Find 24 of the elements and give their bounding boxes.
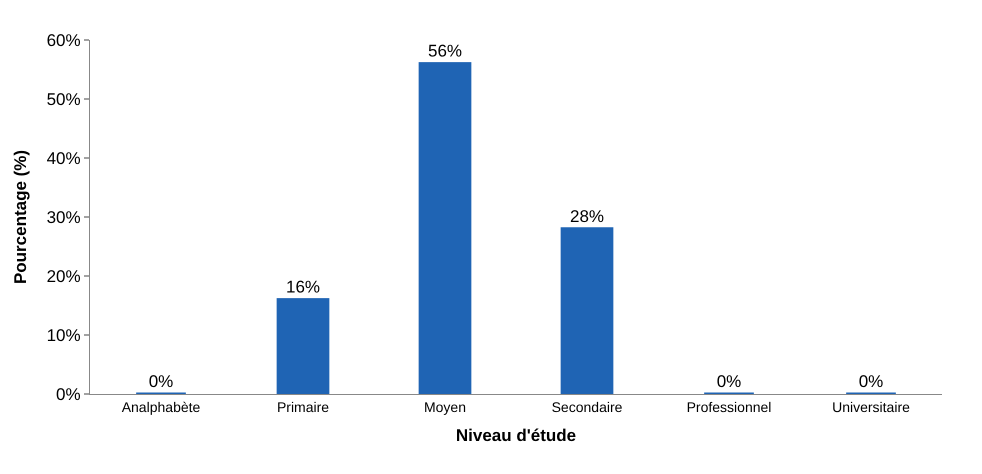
data-label: 0% [716, 372, 742, 391]
x-tick-label: Moyen [424, 398, 466, 415]
x-tick-label: Secondaire [552, 398, 623, 415]
y-tick-label: 30% [46, 208, 81, 227]
data-label: 56% [428, 42, 462, 61]
y-tick-label: 60% [46, 30, 81, 50]
x-tick-label: Universitaire [832, 398, 910, 415]
bar [560, 227, 614, 394]
data-label: 28% [570, 206, 604, 226]
y-tick-label: 0% [56, 384, 81, 404]
data-label: 0% [858, 372, 884, 391]
data-label: 16% [286, 278, 320, 297]
y-tick-label: 10% [46, 326, 81, 345]
y-tick-label: 20% [46, 266, 81, 286]
bar [276, 298, 330, 394]
y-tick-label: 40% [46, 148, 81, 168]
data-label: 0% [148, 372, 174, 391]
y-tick-label: 50% [46, 90, 81, 109]
x-axis-title: Niveau d'étude [456, 426, 576, 446]
x-tick-label: Professionnel [686, 398, 772, 415]
x-tick-label: Analphabète [122, 398, 201, 415]
bar [418, 62, 472, 394]
x-tick-label: Primaire [276, 398, 330, 415]
y-axis-title: Pourcentage (%) [11, 150, 30, 284]
